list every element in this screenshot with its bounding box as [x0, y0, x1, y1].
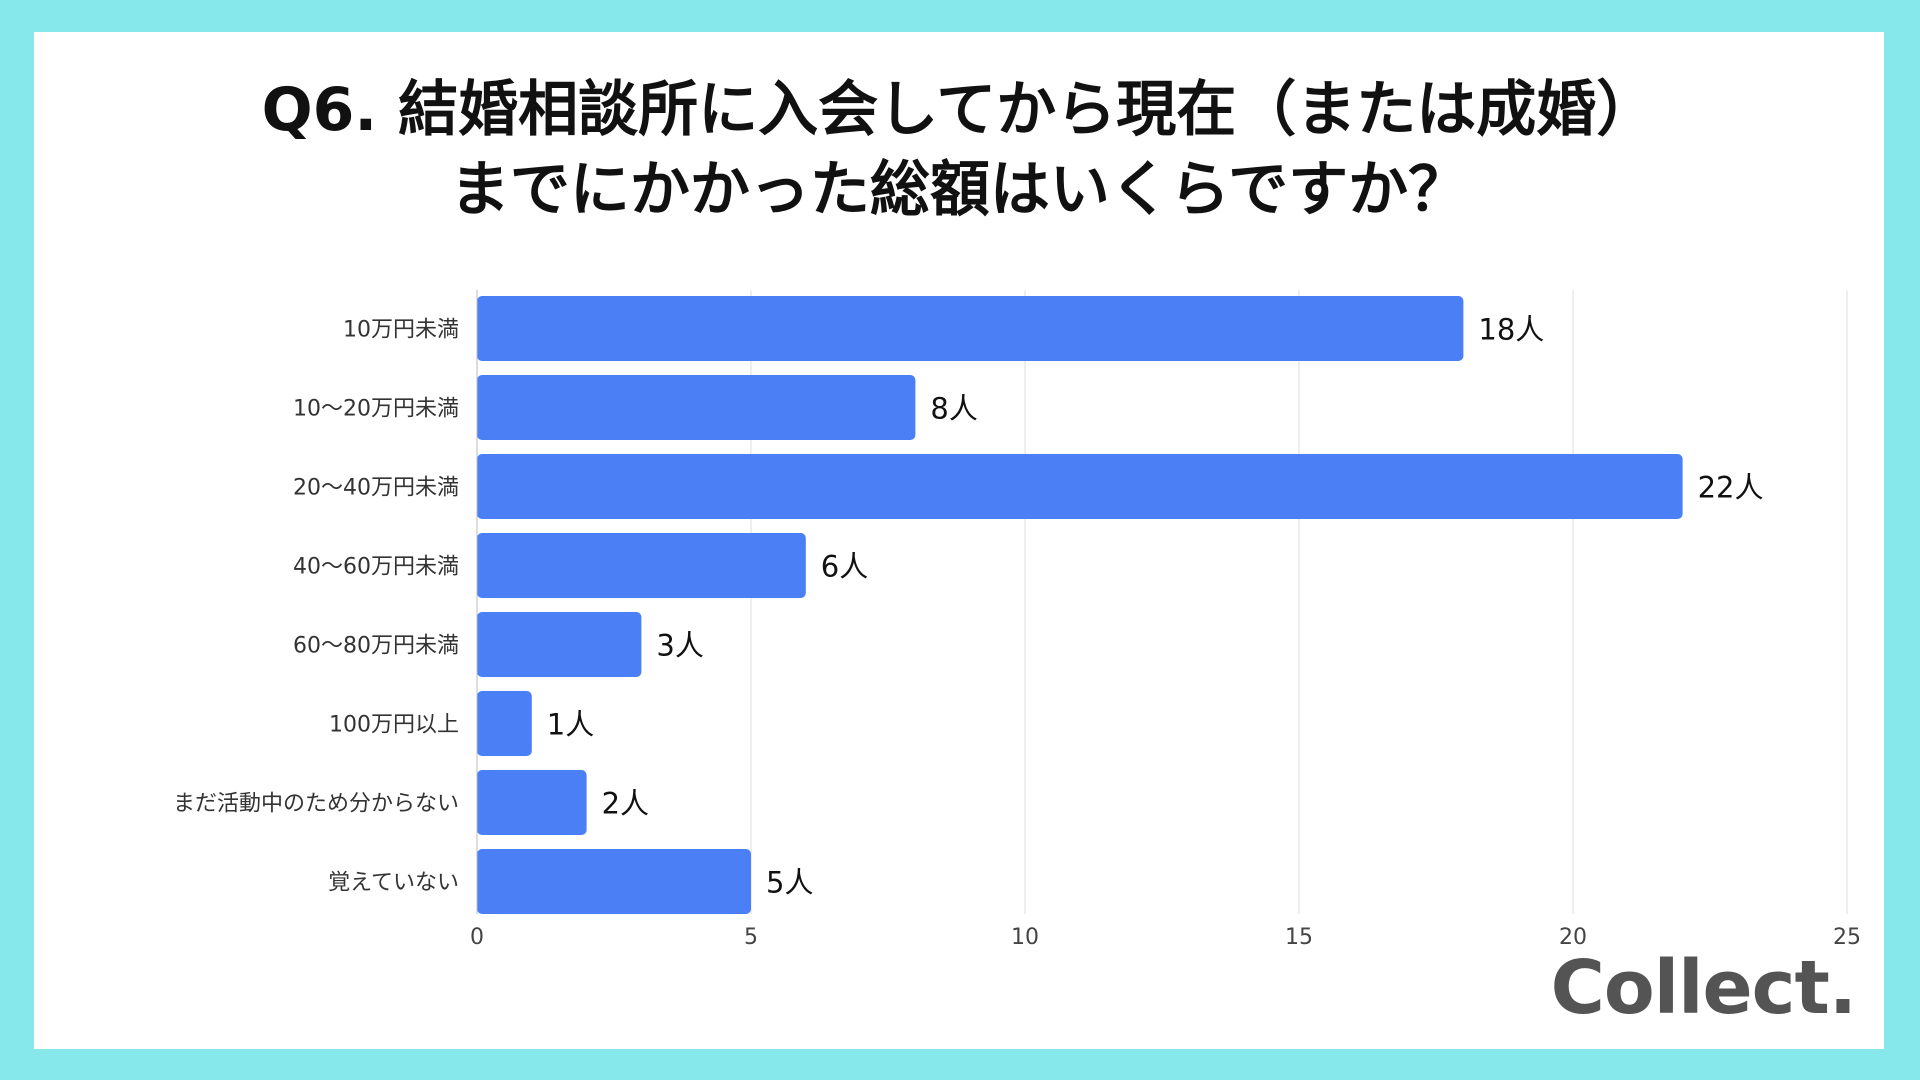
- data-label: 8人: [930, 392, 977, 426]
- x-tick-label: 25: [1833, 925, 1861, 950]
- data-label: 18人: [1478, 313, 1544, 347]
- category-label: 20～40万円未満: [293, 476, 459, 501]
- data-label: 6人: [821, 550, 868, 584]
- x-tick-label: 0: [470, 925, 484, 950]
- chart-title: Q6. 結婚相談所に入会してから現在（または成婚） までにかかった総額はいくらで…: [34, 70, 1884, 230]
- category-label: 10万円未満: [343, 318, 459, 343]
- x-tick-label: 15: [1285, 925, 1313, 950]
- bar: [477, 375, 916, 440]
- data-label: 3人: [656, 629, 703, 663]
- data-label: 1人: [547, 708, 594, 742]
- bar: [477, 454, 1683, 519]
- category-label: 100万円以上: [329, 713, 459, 738]
- data-label: 2人: [602, 787, 649, 821]
- category-label: 10～20万円未満: [293, 397, 459, 422]
- bar: [477, 849, 751, 914]
- chart-card: Q6. 結婚相談所に入会してから現在（または成婚） までにかかった総額はいくらで…: [34, 32, 1884, 1049]
- x-tick-label: 10: [1011, 925, 1039, 950]
- brand-logo: Collect.: [1550, 945, 1857, 1031]
- category-label: 40～60万円未満: [293, 555, 459, 580]
- bar: [477, 296, 1464, 361]
- x-tick-label: 20: [1559, 925, 1587, 950]
- title-line-2: までにかかった総額はいくらですか？: [449, 155, 1469, 225]
- data-label: 22人: [1698, 471, 1764, 505]
- bar: [477, 770, 587, 835]
- bar-chart: 0 5 10 15 20 25 10万円未満 18人 10～20万円未満 8人 20～40万円未満 2…: [173, 290, 1861, 950]
- bar: [477, 691, 532, 756]
- category-label: 覚えていない: [328, 871, 459, 896]
- category-label: まだ活動中のため分からない: [173, 792, 459, 817]
- bar: [477, 533, 806, 598]
- title-line-1: Q6. 結婚相談所に入会してから現在（または成婚）: [261, 75, 1657, 145]
- data-label: 5人: [766, 866, 813, 900]
- x-tick-label: 5: [744, 925, 758, 950]
- category-label: 60～80万円未満: [293, 634, 459, 659]
- bar: [477, 612, 642, 677]
